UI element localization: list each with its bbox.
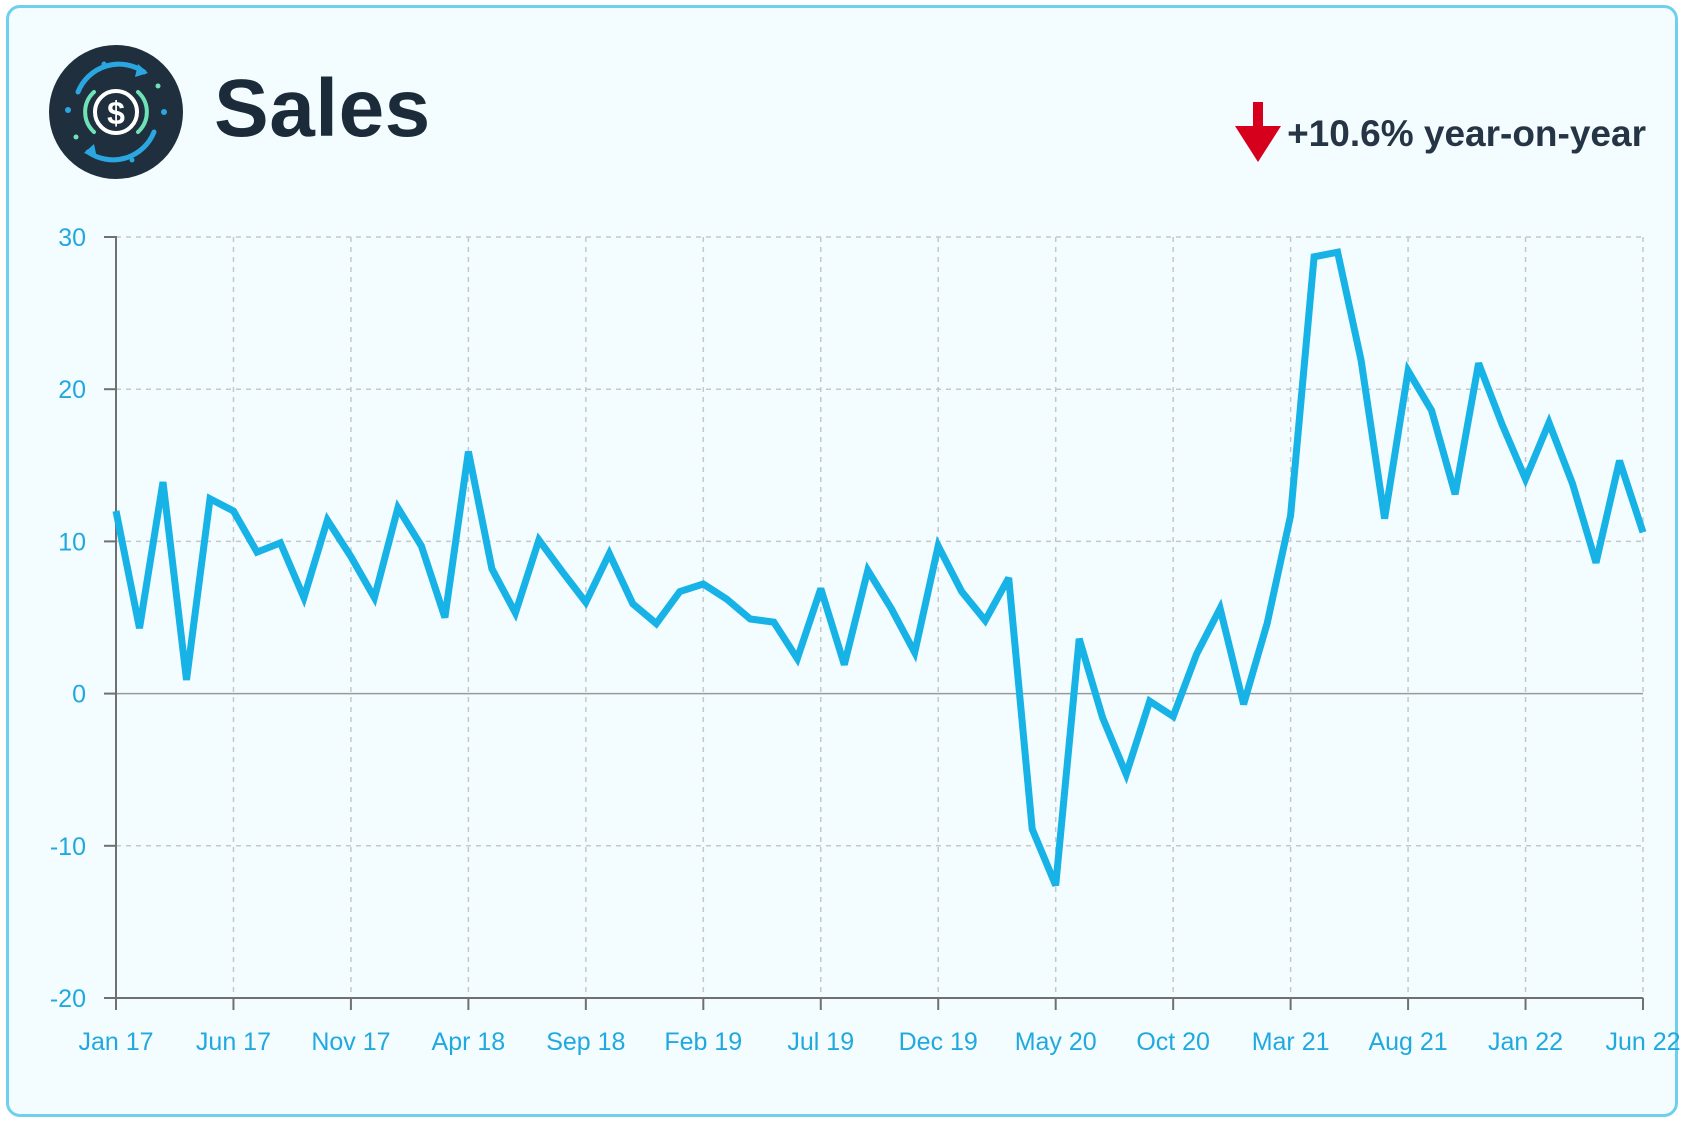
x-tick-label: Mar 21 [1252,1028,1330,1056]
yoy-text: +10.6% year-on-year [1287,112,1646,154]
y-tick-label: 30 [58,224,86,252]
y-tick-label: 10 [58,528,86,556]
x-tick-label: Apr 18 [432,1028,506,1056]
x-tick-label: Sep 18 [546,1028,625,1056]
x-tick-label: May 20 [1015,1028,1097,1056]
x-tick-label: Nov 17 [311,1028,390,1056]
svg-text:$: $ [107,95,125,131]
arrow-down-icon [1235,102,1282,162]
yoy-indicator: +10.6% year-on-year [1233,102,1646,164]
page-title: Sales [214,63,431,154]
y-tick-label: 20 [58,376,86,404]
x-tick-label: Jul 19 [787,1028,854,1056]
x-tick-label: Jan 17 [78,1028,153,1056]
x-tick-label: Dec 19 [899,1028,978,1056]
sales-series-line [112,248,1647,887]
y-tick-label: -10 [50,833,86,861]
y-tick-label: 0 [72,681,86,709]
x-tick-label: Oct 20 [1136,1028,1210,1056]
x-tick-label: Aug 21 [1368,1028,1447,1056]
x-tick-label: Jun 17 [196,1028,271,1056]
y-tick-label: -20 [50,985,86,1013]
dollar-cycle-icon: $ [49,45,183,179]
x-tick-label: Jan 22 [1488,1028,1563,1056]
x-tick-label: Feb 19 [664,1028,742,1056]
x-tick-label: Jun 22 [1605,1028,1680,1056]
